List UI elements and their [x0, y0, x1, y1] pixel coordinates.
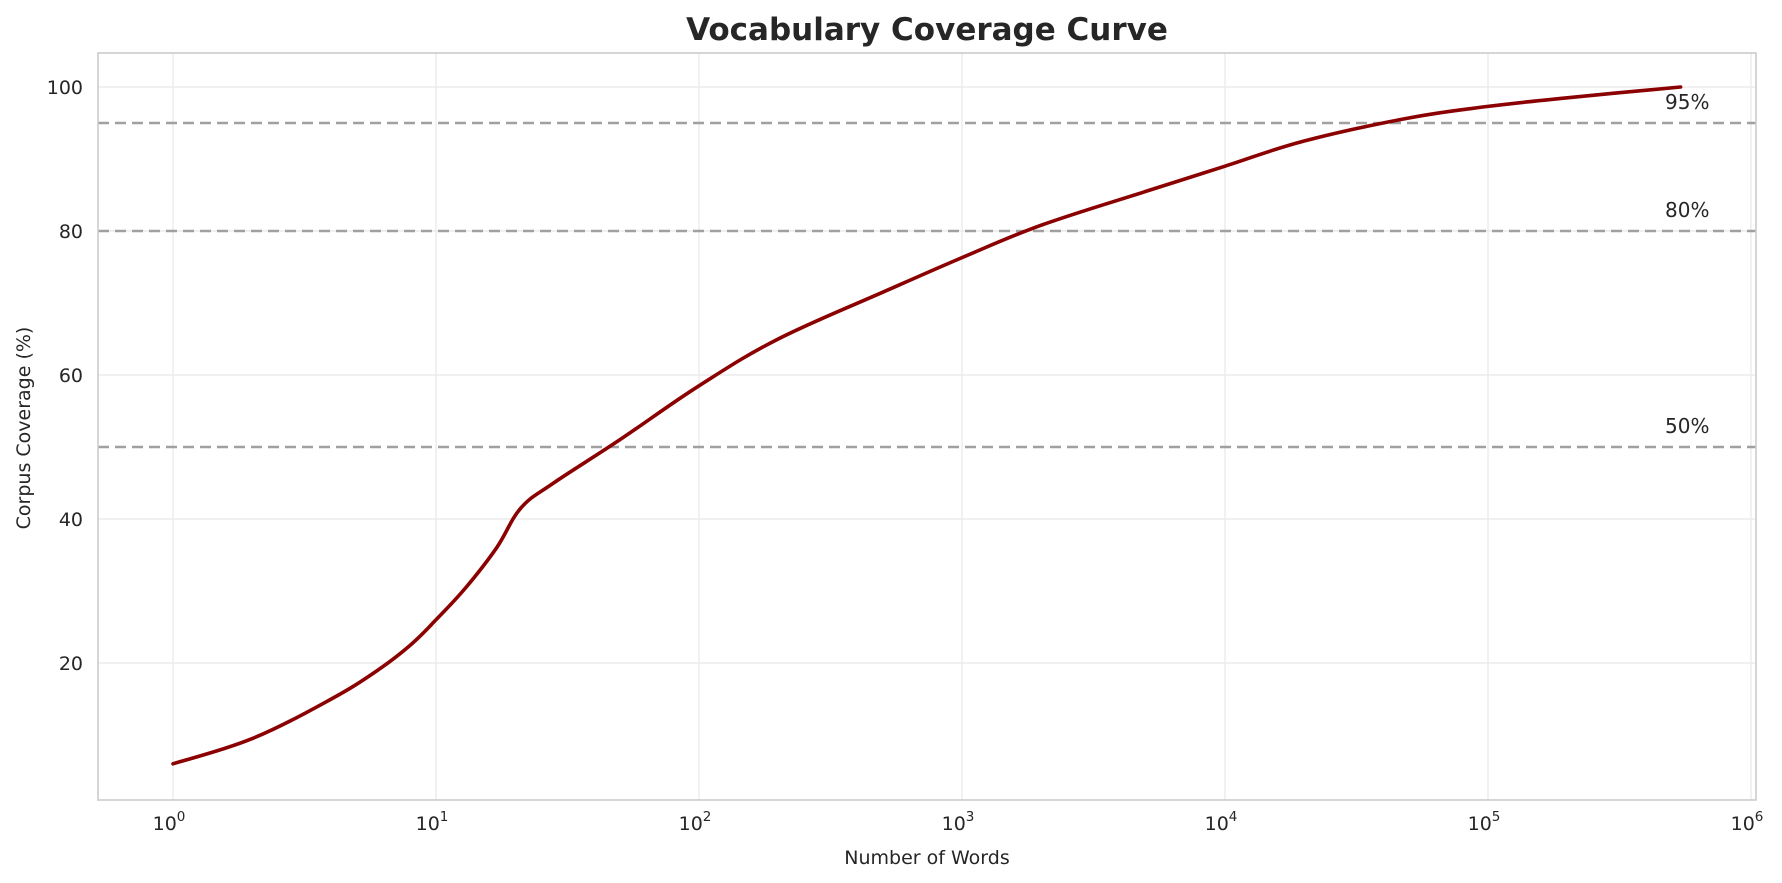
y-axis-ticks: 20 40 60 80 100 [47, 77, 83, 675]
x-axis-label: Number of Words [844, 847, 1009, 869]
x-tick-label: 100 [153, 809, 186, 835]
y-tick-label: 20 [59, 653, 83, 675]
data-series [171, 85, 1683, 766]
x-tick-label: 101 [416, 809, 449, 835]
y-tick-label: 40 [59, 509, 83, 531]
coverage-line [171, 85, 1683, 766]
x-tick-label: 104 [1205, 809, 1238, 835]
reference-lines: 50% 80% 95% [98, 90, 1756, 449]
x-tick-label: 106 [1731, 809, 1764, 835]
y-tick-label: 100 [47, 77, 83, 99]
threshold-label-95: 95% [1665, 90, 1709, 114]
x-tick-label: 103 [942, 809, 975, 835]
y-tick-label: 60 [59, 365, 83, 387]
y-tick-label: 80 [59, 221, 83, 243]
x-tick-label: 105 [1468, 809, 1501, 835]
plot-frame [97, 52, 1757, 801]
x-tick-label: 102 [679, 809, 712, 835]
threshold-label-50: 50% [1665, 414, 1709, 438]
threshold-label-80: 80% [1665, 198, 1709, 222]
y-axis-label: Corpus Coverage (%) [13, 327, 35, 530]
grid-lines [98, 53, 1756, 800]
chart-title: Vocabulary Coverage Curve [686, 12, 1168, 48]
x-axis-ticks: 100 101 102 103 104 105 106 [153, 809, 1764, 835]
